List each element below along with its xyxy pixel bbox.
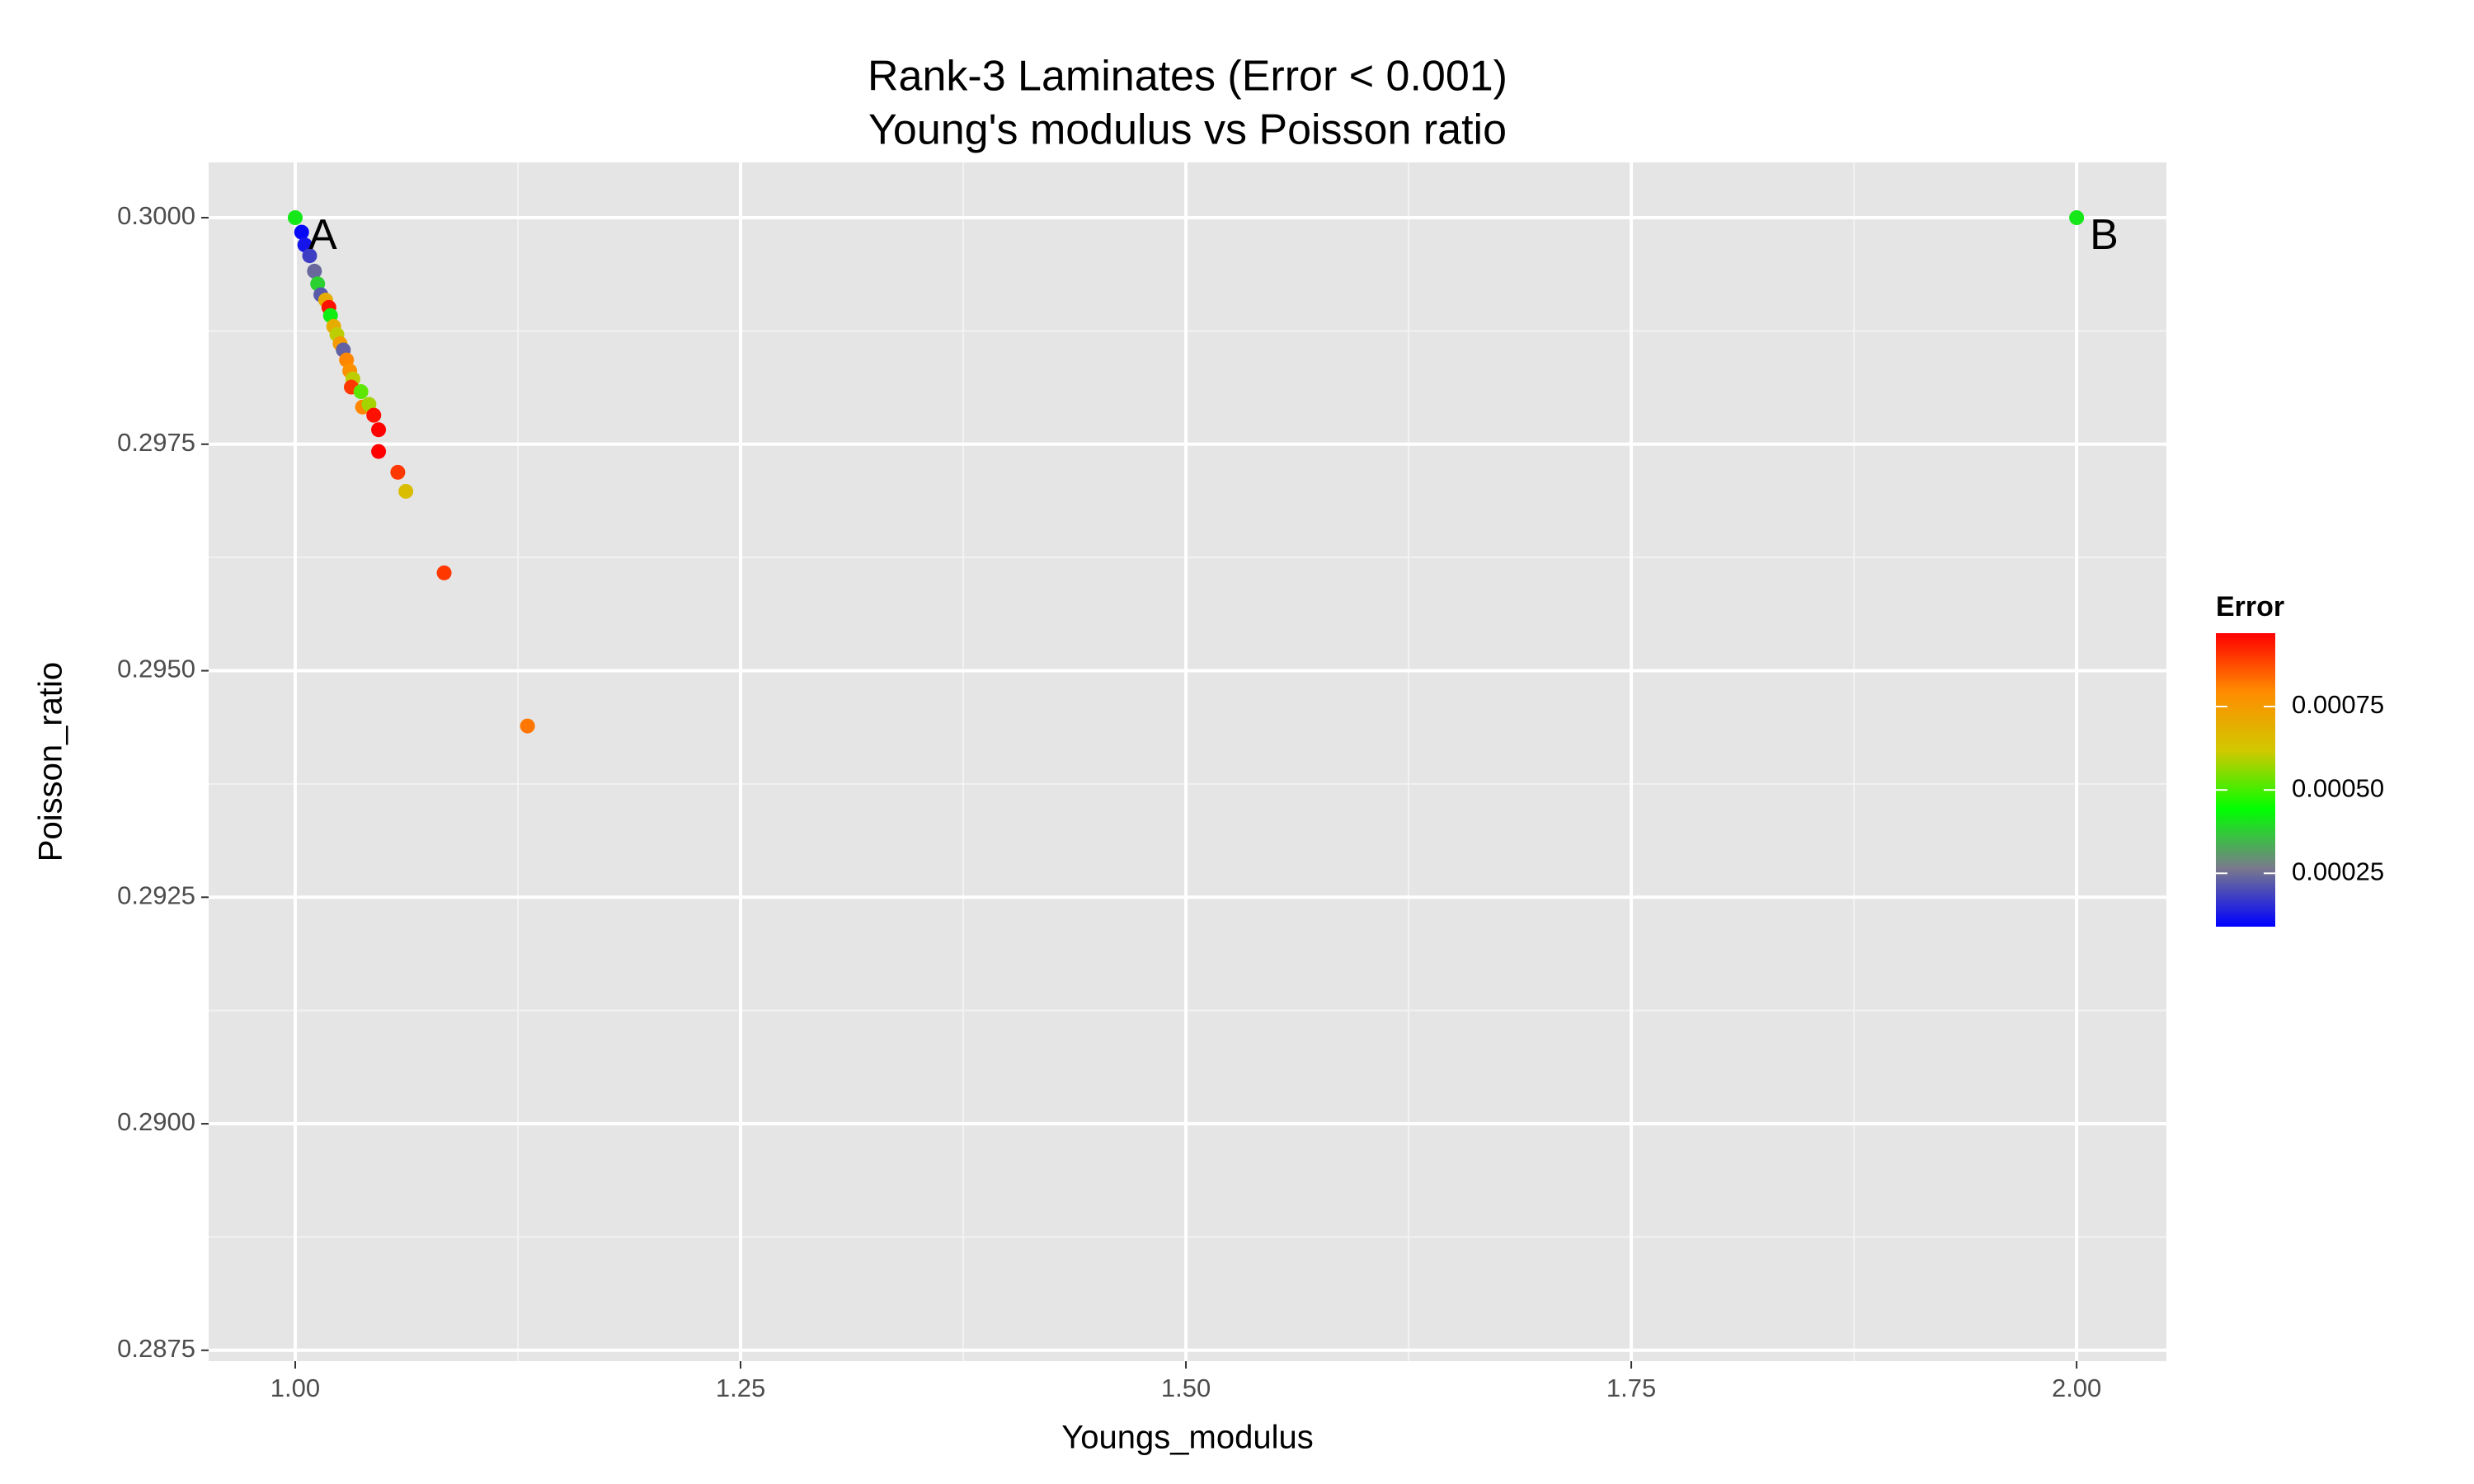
point xyxy=(390,464,406,480)
point xyxy=(436,565,452,580)
point xyxy=(371,422,387,438)
colorbar xyxy=(2216,633,2275,927)
chart-title: Rank-3 Laminates (Error < 0.001) xyxy=(868,53,1507,101)
point xyxy=(366,407,382,423)
annotation: A xyxy=(308,211,337,259)
y-tick-label: 0.2950 xyxy=(117,655,195,683)
annotation: B xyxy=(2090,211,2119,259)
x-tick-label: 1.75 xyxy=(1606,1374,1656,1402)
x-tick-label: 2.00 xyxy=(2052,1374,2101,1402)
y-tick-label: 0.3000 xyxy=(117,201,195,230)
x-tick-label: 1.50 xyxy=(1161,1374,1211,1402)
y-axis-title: Poisson_ratio xyxy=(33,662,69,862)
x-tick-label: 1.00 xyxy=(270,1374,320,1402)
point xyxy=(307,263,322,279)
point xyxy=(302,248,317,264)
point xyxy=(2069,210,2085,226)
colorbar-tick-label: 0.00075 xyxy=(2292,690,2384,719)
point xyxy=(398,483,414,499)
chart-subtitle: Young's modulus vs Poisson ratio xyxy=(868,106,1507,154)
x-axis-title: Youngs_modulus xyxy=(1061,1420,1313,1456)
y-tick-label: 0.2975 xyxy=(117,428,195,457)
y-tick-label: 0.2925 xyxy=(117,881,195,909)
point xyxy=(353,384,369,400)
y-tick-label: 0.2900 xyxy=(117,1107,195,1136)
point xyxy=(371,444,387,459)
legend-title: Error xyxy=(2216,591,2284,622)
colorbar-tick-label: 0.00050 xyxy=(2292,773,2384,802)
x-tick-label: 1.25 xyxy=(716,1374,765,1402)
point xyxy=(520,718,535,734)
y-tick-label: 0.2875 xyxy=(117,1334,195,1363)
point xyxy=(287,210,303,226)
point xyxy=(294,224,309,240)
colorbar-tick-label: 0.00025 xyxy=(2292,857,2384,885)
